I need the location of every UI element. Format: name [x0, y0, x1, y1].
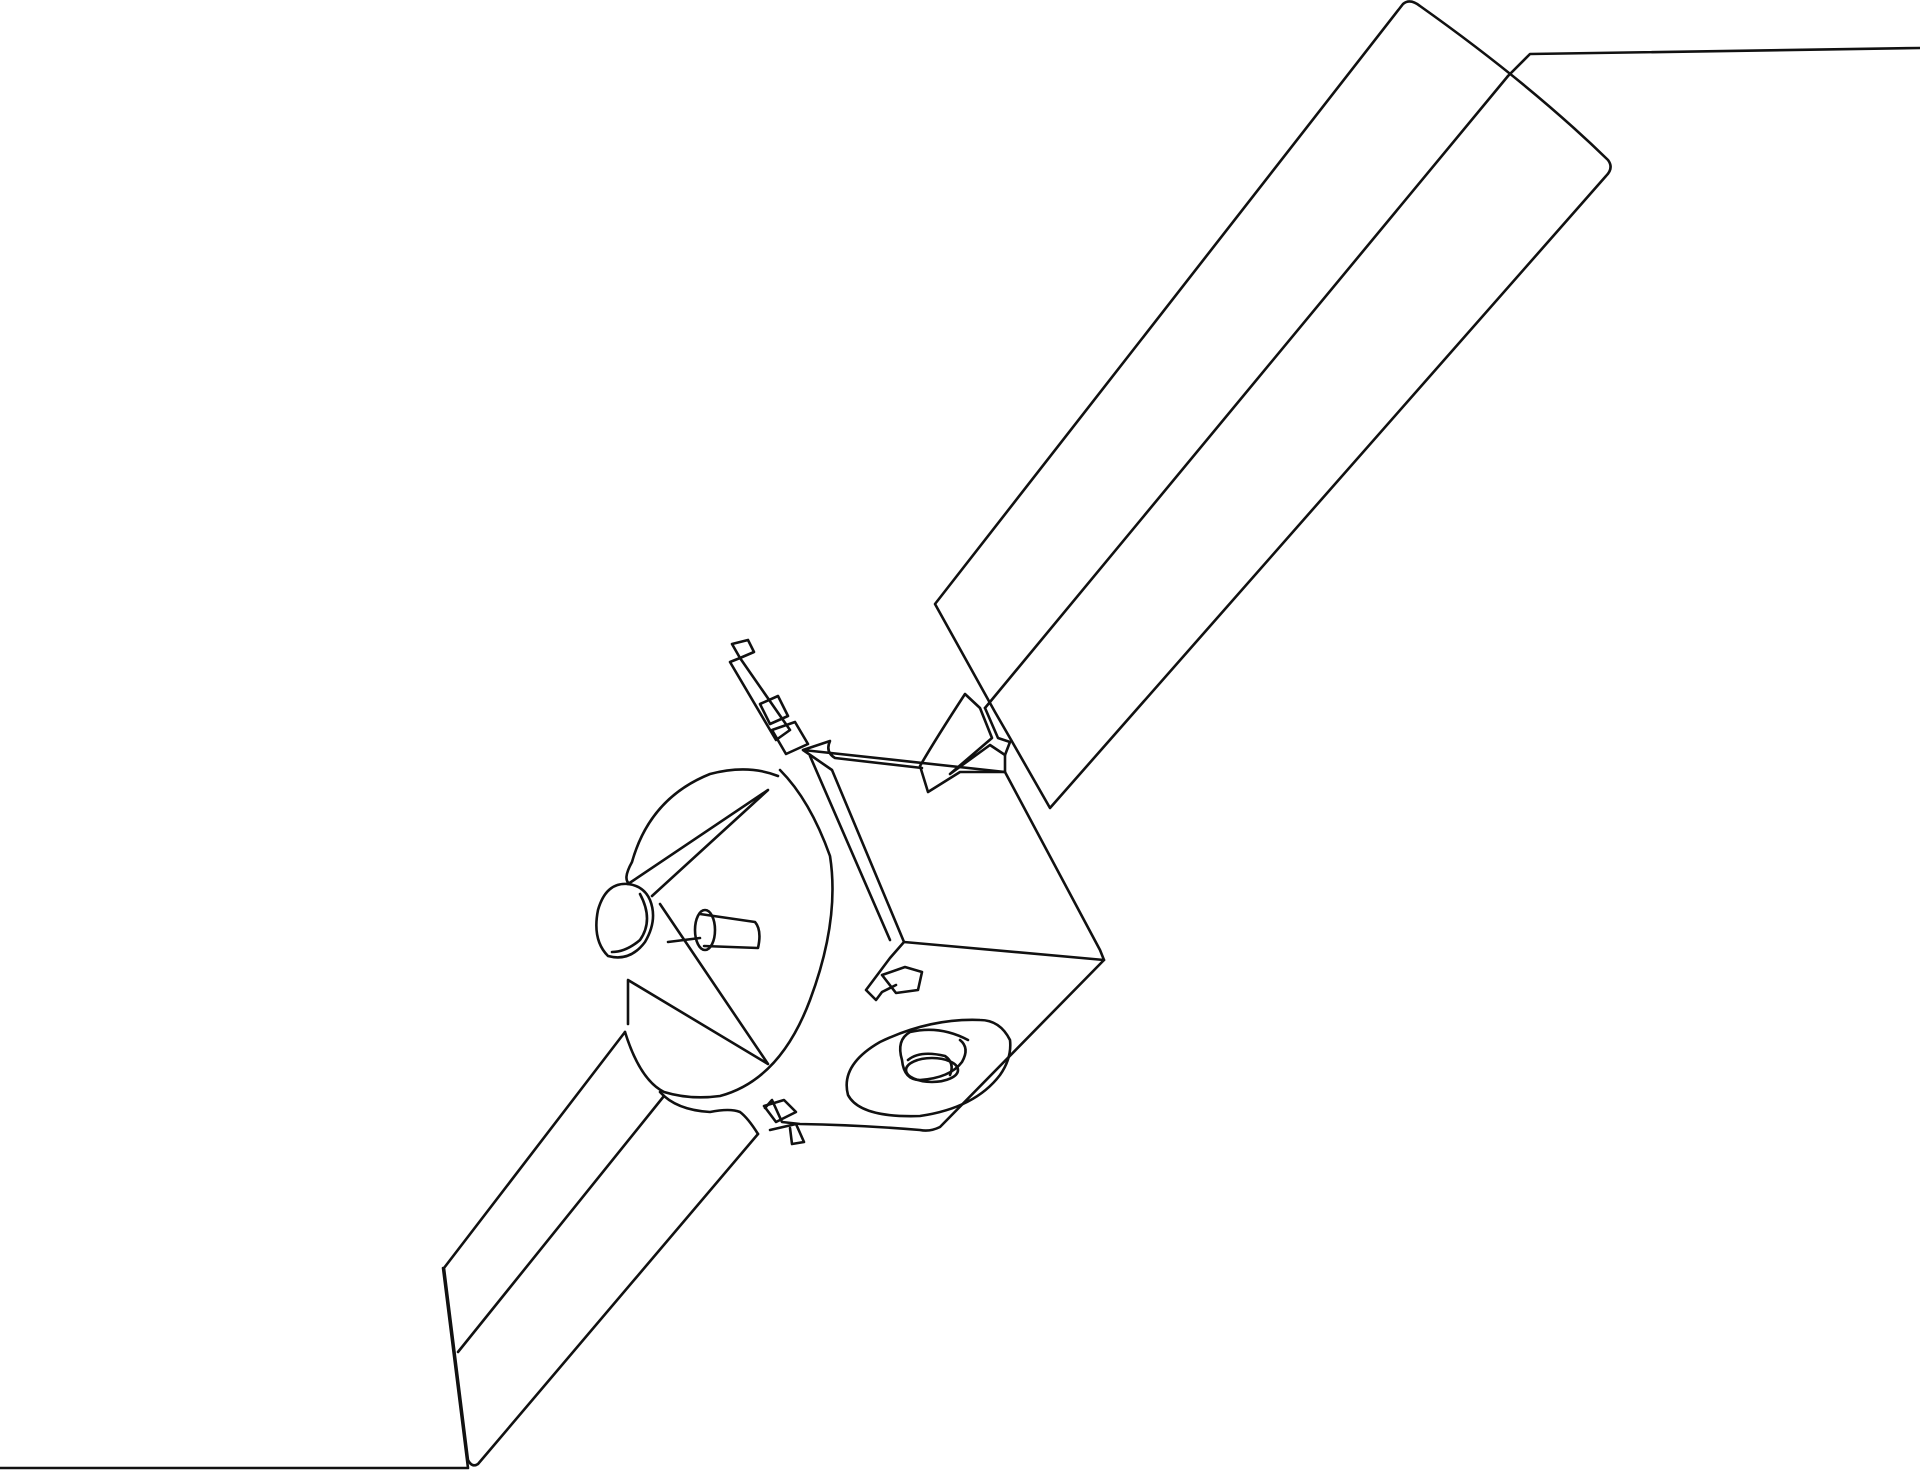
dish-feed-horn — [698, 912, 761, 950]
solar-panel-lower-divider — [456, 1094, 666, 1354]
dish-strut-lower — [626, 902, 770, 1066]
body-front-edge — [864, 940, 906, 1002]
continuous-line-bottom — [0, 1266, 470, 1470]
joint-lower-1 — [762, 1098, 798, 1124]
solar-panel-lower — [442, 1030, 760, 1467]
continuous-line-top — [1506, 46, 1920, 78]
antenna-joint-2 — [770, 720, 810, 756]
lens-inner-detail — [906, 1052, 953, 1077]
dish-feed-arm — [666, 936, 702, 944]
dish-strut-upper — [626, 788, 770, 898]
antenna-tip-cube — [730, 638, 756, 660]
dish-hub-inner — [610, 892, 649, 954]
dish-inner-rim — [658, 1090, 760, 1136]
lens-inner — [904, 1056, 960, 1084]
dish-feed-ring — [693, 908, 717, 952]
body-top-inner — [808, 754, 892, 942]
joint-lower-2 — [768, 1122, 806, 1146]
dish-outer — [623, 768, 834, 1099]
solar-panel-upper — [933, 0, 1612, 810]
solar-panel-upper-divider — [983, 74, 1510, 710]
body-front-face — [763, 958, 1106, 1132]
panel-arm-upper-detail — [983, 706, 1012, 757]
lens-outer — [845, 1018, 1012, 1118]
antenna-mast — [728, 656, 792, 742]
body-top-face — [801, 739, 1106, 962]
body-block — [880, 965, 924, 995]
dish-hub — [595, 882, 655, 959]
antenna-joint-1 — [758, 694, 790, 726]
